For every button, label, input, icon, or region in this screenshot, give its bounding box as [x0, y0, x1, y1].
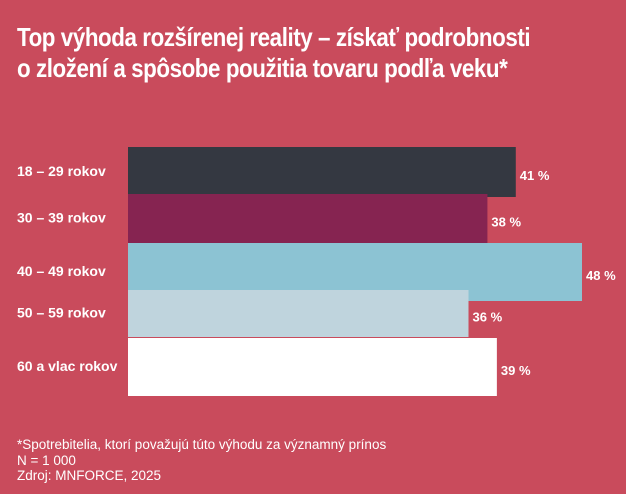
value-label: 41 %: [520, 168, 550, 183]
bar: [128, 290, 469, 337]
category-label: 30 – 39 rokov: [17, 210, 106, 226]
category-label: 18 – 29 rokov: [17, 163, 106, 179]
footnote-source: Zdroj: MNFORCE, 2025: [17, 468, 162, 483]
value-label: 38 %: [491, 215, 521, 230]
chart-title-line-1: Top výhoda rozšírenej reality – získať p…: [17, 22, 531, 52]
value-label: 39 %: [501, 363, 531, 378]
bar: [128, 194, 488, 243]
category-label: 40 – 49 rokov: [17, 263, 106, 279]
bar: [128, 147, 516, 197]
category-label: 50 – 59 rokov: [17, 305, 106, 321]
footnote-definition: *Spotrebitelia, ktorí považujú túto výho…: [17, 437, 387, 452]
bar: [128, 338, 497, 396]
category-label: 60 a vlac rokov: [17, 358, 118, 374]
footnote-sample-size: N = 1 000: [17, 452, 76, 468]
chart-title: Top výhoda rozšírenej reality – získať p…: [17, 22, 531, 84]
footnotes: *Spotrebitelia, ktorí považujú túto výho…: [17, 437, 386, 484]
chart-title-line-2: o zložení a spôsobe použitia tovaru podľ…: [17, 53, 508, 83]
value-label: 48 %: [586, 268, 616, 283]
value-label: 36 %: [473, 310, 503, 325]
